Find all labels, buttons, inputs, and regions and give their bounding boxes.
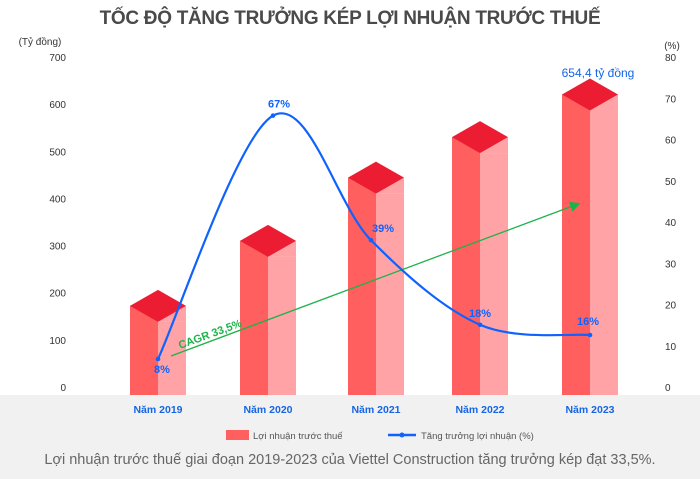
left-tick-label: 100 <box>49 336 66 347</box>
growth-label: 67% <box>268 99 290 111</box>
category-label: Năm 2022 <box>455 404 504 416</box>
bar-front-right <box>158 321 186 395</box>
caption: Lợi nhuận trước thuế giai đoạn 2019-2023… <box>44 452 656 468</box>
bar-front-right <box>590 110 618 396</box>
right-tick-label: 70 <box>665 94 677 105</box>
last-bar-label: 654,4 tỷ đồng <box>562 66 635 80</box>
right-tick-label: 80 <box>665 53 677 64</box>
left-tick-label: 300 <box>49 242 66 253</box>
legend-swatch-bar <box>226 430 249 440</box>
growth-point <box>368 237 374 243</box>
right-tick-label: 20 <box>665 301 677 312</box>
growth-label: 16% <box>577 316 599 328</box>
bar-side <box>268 240 296 257</box>
right-tick-label: 0 <box>665 383 671 394</box>
bar-front-left <box>240 240 268 395</box>
growth-point <box>155 356 161 362</box>
right-tick-label: 40 <box>665 218 677 229</box>
right-tick-label: 50 <box>665 177 677 188</box>
category-label: Năm 2023 <box>565 404 614 416</box>
legend-label-line: Tăng trưởng lợi nhuận (%) <box>421 431 534 442</box>
legend-swatch-point <box>399 432 405 438</box>
left-axis-label: (Tỷ đồng) <box>19 36 62 48</box>
bar-top <box>562 78 618 111</box>
growth-line <box>157 112 591 360</box>
right-tick-label: 30 <box>665 259 677 270</box>
left-tick-label: 400 <box>49 194 66 205</box>
right-axis-label: (%) <box>664 41 680 52</box>
cagr-label: CAGR 33,5% <box>177 318 244 352</box>
footer-band <box>0 395 700 479</box>
bar-top <box>452 121 508 154</box>
chart-title: TỐC ĐỘ TĂNG TRƯỞNG KÉP LỢI NHUẬN TRƯỚC T… <box>99 8 601 29</box>
category-label: Năm 2020 <box>243 404 292 416</box>
bar-front-right <box>376 193 404 395</box>
growth-label: 39% <box>372 223 394 235</box>
bar-front-left <box>348 177 376 395</box>
bar-front-left <box>562 94 590 396</box>
growth-label: 18% <box>469 308 491 320</box>
bar-top <box>130 289 186 322</box>
bar-top <box>348 161 404 194</box>
category-label: Năm 2021 <box>351 404 400 416</box>
growth-label: 8% <box>154 364 170 376</box>
right-tick-label: 60 <box>665 136 677 147</box>
bar-front-left <box>130 305 158 395</box>
bar-front-right <box>268 256 296 395</box>
growth-point <box>587 332 593 338</box>
growth-point <box>270 113 276 118</box>
right-tick-label: 10 <box>665 342 677 353</box>
bar-front-left <box>452 137 480 395</box>
legend-label-bar: Lợi nhuận trước thuế <box>253 431 343 442</box>
left-tick-label: 700 <box>49 53 66 64</box>
left-tick-label: 600 <box>49 100 66 111</box>
left-tick-label: 0 <box>60 383 66 394</box>
growth-point <box>477 322 483 328</box>
cagr-arrow <box>170 201 581 357</box>
left-tick-label: 200 <box>49 289 66 300</box>
bar-front-right <box>480 153 508 395</box>
left-tick-label: 500 <box>49 147 66 158</box>
category-label: Năm 2019 <box>133 404 182 416</box>
bar-top <box>240 224 296 257</box>
